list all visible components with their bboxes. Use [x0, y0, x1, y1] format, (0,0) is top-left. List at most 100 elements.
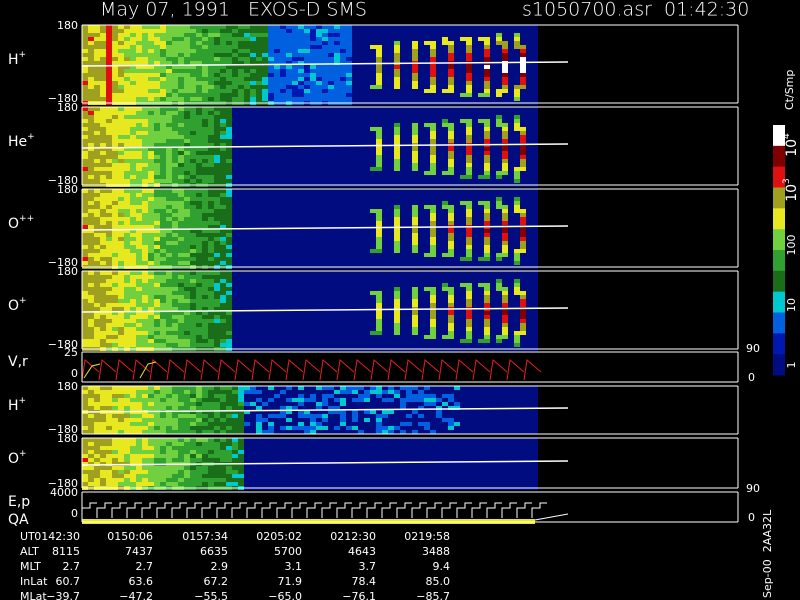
spectrogram-cell [196, 245, 202, 249]
spectrogram-cell [160, 163, 166, 167]
spectrogram-cell [496, 151, 502, 155]
spectrogram-cell [94, 213, 100, 217]
spectrogram-cell [304, 209, 310, 213]
spectrogram-cell [256, 29, 262, 33]
spectrogram-cell [352, 41, 358, 45]
spectrogram-cell [442, 213, 448, 217]
spectrogram-cell [436, 167, 442, 171]
spectrogram-cell [244, 107, 250, 111]
spectrogram-cell [340, 241, 346, 245]
spectrogram-cell [532, 107, 538, 111]
spectrogram-cell [388, 159, 394, 163]
spectrogram-cell [130, 167, 136, 171]
spectrogram-cell [406, 245, 412, 249]
spectrogram-cell [190, 319, 196, 323]
spectrogram-cell [424, 135, 430, 139]
spectrogram-cell [466, 237, 472, 241]
spectrogram-cell [244, 25, 250, 29]
spectrogram-cell [250, 175, 256, 179]
spectrogram-cell [310, 143, 316, 147]
spectrogram-cell [262, 171, 268, 175]
spectrogram-cell [130, 89, 136, 93]
spectrogram-cell [106, 209, 112, 213]
spectrogram-cell [112, 257, 118, 261]
spectrogram-cell [106, 189, 112, 193]
spectrogram-cell [154, 61, 160, 65]
spectrogram-cell [268, 85, 274, 89]
spectrogram-cell [202, 131, 208, 135]
spectrogram-cell [166, 213, 172, 217]
spectrogram-cell [118, 115, 124, 119]
spectrogram-cell [466, 155, 472, 159]
spectrogram-cell [244, 69, 250, 73]
spectrogram-cell [142, 49, 148, 53]
spectrogram-cell [166, 331, 172, 335]
spectrogram-cell [118, 343, 124, 347]
spectrogram-cell [112, 225, 118, 229]
spectrogram-cell [202, 179, 208, 183]
spectrogram-cell [232, 147, 238, 151]
spectrogram-cell [436, 147, 442, 151]
spectrogram-cell [82, 61, 88, 65]
spectrogram-cell [82, 323, 88, 327]
spectrogram-cell [226, 127, 232, 131]
spectrogram-cell [346, 61, 352, 65]
spectrogram-cell [100, 143, 106, 147]
spectrogram-cell [430, 139, 436, 143]
spectrogram-cell [442, 241, 448, 245]
spectrogram-cell [286, 167, 292, 171]
spectrogram-cell [100, 175, 106, 179]
spectrogram-cell [166, 81, 172, 85]
spectrogram-cell [406, 197, 412, 201]
spectrogram-cell [292, 65, 298, 69]
spectrogram-cell [166, 339, 172, 343]
spectrogram-cell [460, 241, 466, 245]
spectrogram-cell [514, 213, 520, 217]
spectrogram-cell [454, 261, 460, 265]
spectrogram-cell [220, 45, 226, 49]
spectrogram-cell [424, 245, 430, 249]
spectrogram-cell [274, 217, 280, 221]
spectrogram-cell [286, 85, 292, 89]
spectrogram-cell [268, 65, 274, 69]
spectrogram-cell [136, 335, 142, 339]
spectrogram-cell [400, 123, 406, 127]
spectrogram-cell [316, 61, 322, 65]
spectrogram-cell [346, 205, 352, 209]
spectrogram-cell [340, 89, 346, 93]
spectrogram-cell [442, 151, 448, 155]
spectrogram-cell [436, 53, 442, 57]
spectrogram-cell [82, 179, 88, 183]
spectrogram-cell [190, 303, 196, 307]
spectrogram-cell [244, 57, 250, 61]
spectrogram-cell [202, 295, 208, 299]
spectrogram-cell [520, 29, 526, 33]
spectrogram-cell [142, 41, 148, 45]
spectrogram-cell [160, 295, 166, 299]
spectrogram-cell [106, 225, 112, 229]
spectrogram-cell [178, 323, 184, 327]
spectrogram-cell [322, 135, 328, 139]
spectrogram-cell [268, 127, 274, 131]
spectrogram-cell [100, 155, 106, 159]
spectrogram-cell [352, 53, 358, 57]
spectrogram-cell [328, 179, 334, 183]
spectrogram-cell [226, 123, 232, 127]
spectrogram-cell [328, 61, 334, 65]
spectrogram-cell [178, 41, 184, 45]
spectrogram-cell [358, 147, 364, 151]
spectrogram-cell [202, 139, 208, 143]
spectrogram-cell [184, 139, 190, 143]
spectrogram-cell [226, 241, 232, 245]
spectrogram-cell [154, 339, 160, 343]
spectrogram-cell [364, 163, 370, 167]
spectrogram-cell [424, 41, 430, 45]
spectrogram-cell [376, 45, 382, 49]
spectrogram-cell [250, 245, 256, 249]
spectrogram-cell [454, 119, 460, 123]
spectrogram-cell [226, 139, 232, 143]
spectrogram-cell [136, 275, 142, 279]
spectrogram-cell [298, 107, 304, 111]
spectrogram-cell [232, 213, 238, 217]
spectrogram-cell [526, 213, 532, 217]
